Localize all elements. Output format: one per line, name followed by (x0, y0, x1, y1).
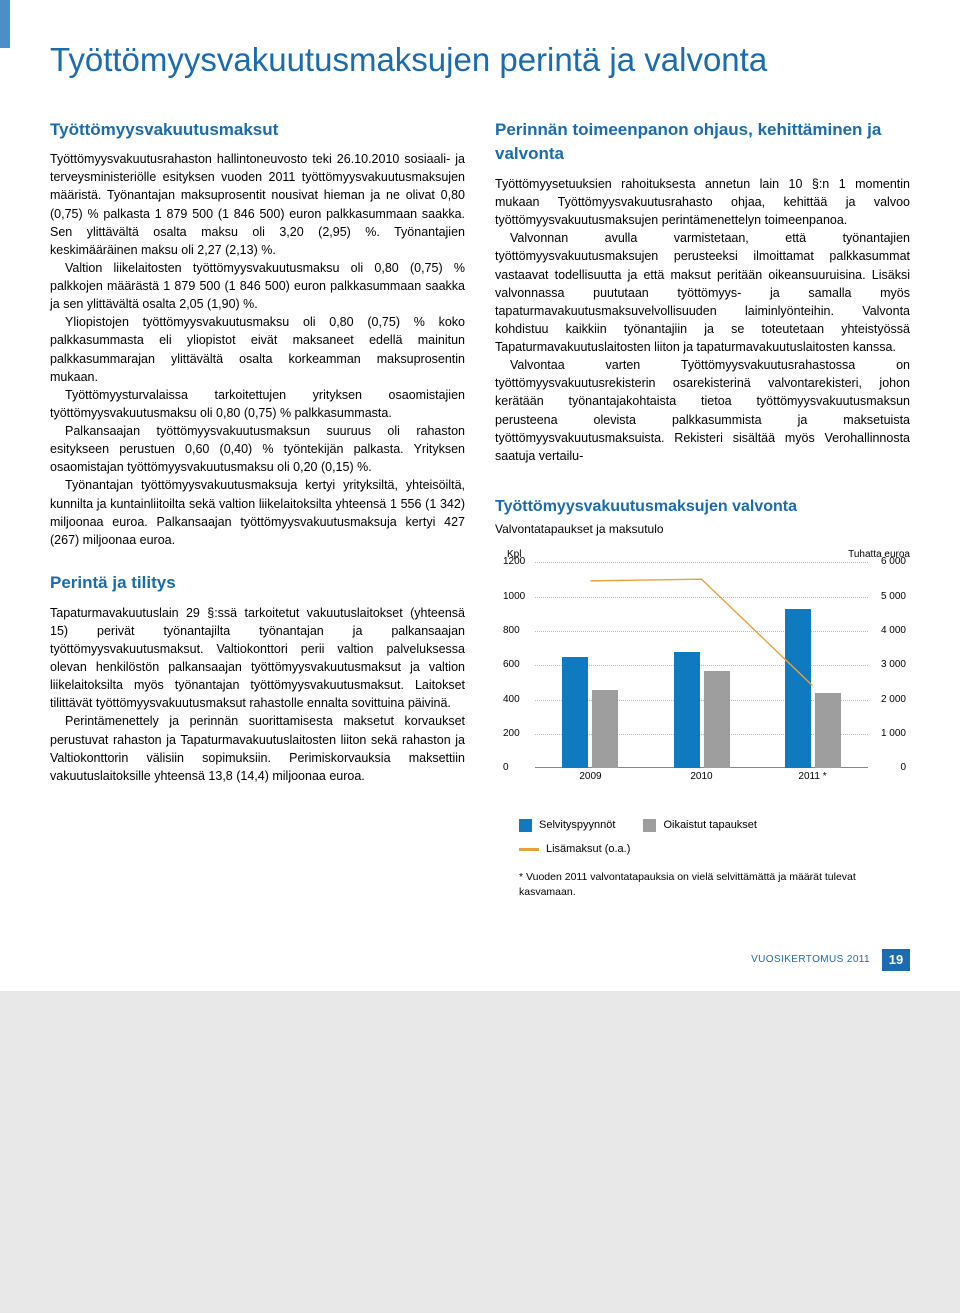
body-text: Valvonnan avulla varmistetaan, että työn… (495, 229, 910, 356)
footer-text: VUOSIKERTOMUS 2011 (751, 954, 870, 965)
section-heading-maksut: Työttömyysvakuutusmaksut (50, 118, 465, 143)
x-tick: 2009 (579, 770, 601, 785)
legend-swatch (643, 819, 656, 832)
chart-subtitle: Valvontatapaukset ja maksutulo (495, 521, 910, 538)
side-tab-decoration (0, 0, 10, 48)
body-text: Työttömyysvakuutusrahaston hallintoneuvo… (50, 150, 465, 259)
legend-row: Selvityspyynnöt Oikaistut tapaukset (495, 818, 910, 834)
body-text: Yliopistojen työttömyysvakuutusmaksu oli… (50, 313, 465, 386)
left-column: Työttömyysvakuutusmaksut Työttömyysvakuu… (50, 118, 465, 899)
y-tick-left: 0 (503, 761, 509, 776)
chart-block: Työttömyysvakuutusmaksujen valvonta Valv… (495, 495, 910, 899)
body-text: Tapaturmavakuutuslain 29 §:ssä tarkoitet… (50, 604, 465, 713)
chart-legend: Selvityspyynnöt Oikaistut tapaukset Lisä… (495, 818, 910, 858)
y-tick-left: 800 (503, 624, 520, 639)
x-tick: 2010 (690, 770, 712, 785)
chart-area: Kpl Tuhatta euroa 002001 0004002 0006003… (495, 548, 910, 788)
y-tick-left: 600 (503, 658, 520, 673)
section-heading-perinta: Perintä ja tilitys (50, 571, 465, 596)
body-text: Valvontaa varten Työttömyysvakuutusrahas… (495, 356, 910, 465)
body-text: Palkansaajan työttömyysvakuutusmaksun su… (50, 422, 465, 476)
y-tick-right: 3 000 (881, 658, 906, 673)
section-heading-ohjaus: Perinnän toimeenpanon ohjaus, kehittämin… (495, 118, 910, 167)
body-text: Työnantajan työttömyysvakuutusmaksuja ke… (50, 476, 465, 549)
y-tick-right: 1 000 (881, 727, 906, 742)
body-text: Valtion liikelaitosten työttömyysvakuutu… (50, 259, 465, 313)
chart-plot: 002001 0004002 0006003 0008004 00010005 … (535, 562, 868, 768)
body-text: Työttömyysturvalaissa tarkoitettujen yri… (50, 386, 465, 422)
content-columns: Työttömyysvakuutusmaksut Työttömyysvakuu… (50, 118, 910, 899)
y-tick-left: 1200 (503, 555, 525, 570)
legend-row: Lisämaksut (o.a.) (495, 842, 910, 858)
chart-title: Työttömyysvakuutusmaksujen valvonta (495, 495, 910, 518)
legend-label: Selvityspyynnöt (539, 819, 615, 831)
y-tick-right: 5 000 (881, 590, 906, 605)
y-tick-right: 0 (900, 761, 906, 776)
legend-item: Lisämaksut (o.a.) (519, 842, 630, 858)
page: Työttömyysvakuutusmaksujen perintä ja va… (0, 0, 960, 991)
y-tick-left: 400 (503, 693, 520, 708)
page-title: Työttömyysvakuutusmaksujen perintä ja va… (50, 40, 910, 80)
body-text: Perintämenettely ja perinnän suorittamis… (50, 712, 465, 785)
legend-item: Selvityspyynnöt (519, 818, 615, 834)
x-tick: 2011 * (798, 770, 826, 785)
chart-footnote: * Vuoden 2011 valvontatapauksia on vielä… (495, 870, 910, 898)
right-column: Perinnän toimeenpanon ohjaus, kehittämin… (495, 118, 910, 899)
legend-item: Oikaistut tapaukset (643, 818, 757, 834)
y-tick-right: 6 000 (881, 555, 906, 570)
y-tick-left: 200 (503, 727, 520, 742)
footer-page-number: 19 (882, 949, 910, 971)
legend-swatch (519, 819, 532, 832)
legend-label: Lisämaksut (o.a.) (546, 843, 630, 855)
legend-label: Oikaistut tapaukset (663, 819, 757, 831)
y-tick-right: 2 000 (881, 693, 906, 708)
chart-line (591, 580, 813, 686)
page-footer: VUOSIKERTOMUS 2011 19 (50, 949, 910, 971)
body-text: Työttömyysetuuksien rahoituksesta annetu… (495, 175, 910, 229)
legend-line-swatch (519, 848, 539, 851)
y-tick-left: 1000 (503, 590, 525, 605)
chart-line-layer (535, 562, 868, 768)
y-tick-right: 4 000 (881, 624, 906, 639)
